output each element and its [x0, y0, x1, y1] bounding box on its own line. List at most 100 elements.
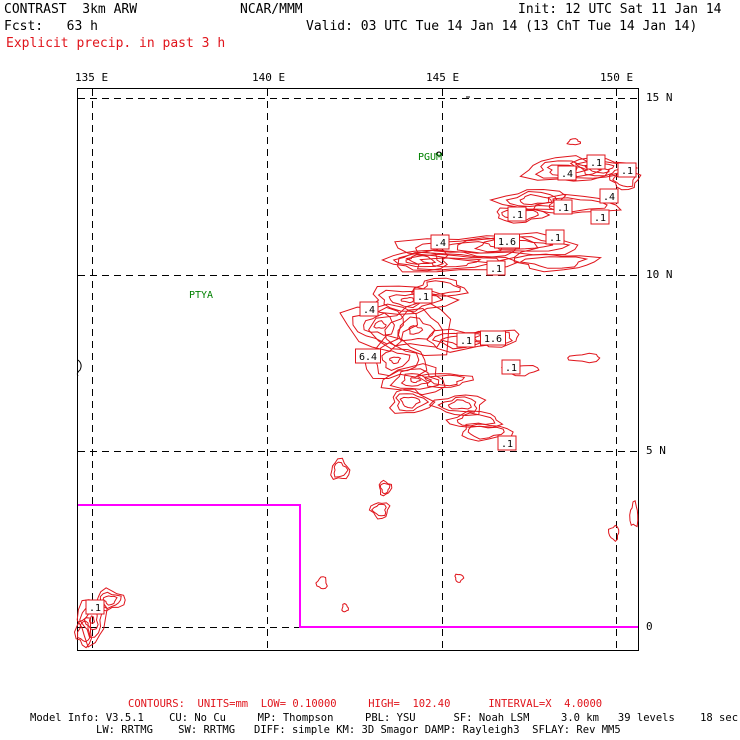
precip-contour: [341, 603, 349, 613]
contour-value-label: .1: [590, 209, 610, 225]
precip-contour: [419, 257, 482, 268]
contour-value-label: 6.4: [355, 348, 381, 364]
contour-value-label: .1: [85, 599, 105, 615]
precip-contour: [389, 368, 440, 390]
lat-label-15n: 15 N: [646, 91, 673, 104]
svg-text:.1: .1: [505, 363, 517, 374]
contour-value-label: .1: [501, 359, 521, 375]
contour-value-label: .1: [497, 435, 517, 451]
precip-contour: [88, 615, 96, 624]
precip-contour: [388, 388, 436, 414]
domain-boundary: [78, 504, 638, 628]
svg-text:.1: .1: [417, 292, 429, 303]
precip-contour: [548, 197, 608, 214]
map-frame: [77, 88, 639, 651]
precip-contour: [400, 296, 415, 304]
precip-contour: [409, 377, 422, 384]
org-label: NCAR/MMM: [240, 2, 303, 17]
model-info-line-1: Model Info: V3.5.1 CU: No Cu MP: Thompso…: [30, 712, 739, 724]
precip-contour: [405, 254, 437, 265]
precip-contour: [380, 363, 446, 396]
svg-text:.1: .1: [549, 233, 561, 244]
forecast-hour: Fcst: 63 h: [4, 19, 98, 34]
precip-contour: [501, 209, 539, 222]
lon-label-135: 135 E: [75, 71, 109, 84]
svg-text:6.4: 6.4: [359, 352, 377, 363]
lat-label-5n: 5 N: [646, 444, 666, 457]
contour-value-label: 1.6: [494, 233, 520, 249]
precip-contour: [102, 595, 118, 606]
svg-text:.1: .1: [490, 264, 502, 275]
lat-label-10n: 10 N: [646, 268, 673, 281]
precip-contour: [373, 320, 387, 329]
precip-contour: [420, 280, 461, 296]
contour-value-label: .4: [359, 301, 379, 317]
contour-label-layer: .1 .4 .1 .4 .1 .1 .1 .4 1.6 .1 .1 .1 .4 .1 1.6 6.4 .1 .1.…: [85, 154, 637, 615]
contour-value-label: .1: [486, 260, 506, 276]
svg-text:.1: .1: [511, 210, 523, 221]
contour-value-label: 1.6: [480, 330, 506, 346]
svg-text:.4: .4: [561, 169, 573, 180]
contour-value-label: .4: [430, 234, 450, 250]
contour-value-label: .1: [413, 288, 433, 304]
precip-contour: [416, 373, 475, 389]
precip-contour: [392, 251, 445, 268]
precip-contour: [408, 325, 424, 335]
precip-contour: [333, 461, 349, 478]
precip-contour: [389, 356, 402, 365]
precip-contour: [447, 399, 472, 410]
lon-label-150: 150 E: [600, 71, 634, 84]
precip-contour: [513, 253, 603, 273]
precip-contour: [629, 500, 639, 528]
svg-text:1.6: 1.6: [484, 334, 502, 345]
precip-contour: [461, 422, 514, 442]
precip-contour: [607, 524, 620, 542]
precip-contour: [405, 253, 501, 271]
contour-value-label: .1: [456, 332, 476, 348]
precip-contour: [339, 303, 419, 352]
precip-contour: [352, 306, 404, 345]
svg-text:.1: .1: [557, 203, 569, 214]
precip-contour: [378, 479, 393, 497]
model-name: CONTRAST 3km ARW: [4, 2, 138, 17]
contour-value-label: .1: [553, 199, 573, 215]
precip-contour: [379, 482, 391, 495]
precip-contour: [381, 350, 411, 372]
precip-contour: [330, 457, 351, 480]
valid-time: Valid: 03 UTC Tue 14 Jan 14 (13 ChT Tue …: [306, 19, 698, 34]
coastlines: [76, 96, 470, 377]
svg-text:.4: .4: [363, 305, 375, 316]
precip-contour: [574, 161, 626, 177]
field-title: Explicit precip. in past 3 h: [6, 36, 226, 51]
contour-value-label: .1: [617, 162, 637, 178]
svg-text:.4: .4: [434, 238, 446, 249]
grid-lines: [78, 89, 638, 650]
lat-label-0: 0: [646, 620, 653, 633]
precip-contour: [454, 573, 465, 583]
lon-label-140: 140 E: [252, 71, 286, 84]
contour-value-label: .4: [599, 188, 619, 204]
precip-contour: [395, 393, 430, 412]
precip-contour: [473, 236, 571, 253]
precip-contour: [384, 307, 444, 348]
precip-contour: [410, 277, 470, 297]
precip-contour: [567, 352, 601, 364]
precip-contour: [397, 316, 436, 342]
precip-contour: [437, 396, 478, 413]
svg-text:.1: .1: [89, 603, 101, 614]
station-pgum: PGUM: [418, 152, 443, 163]
init-time: Init: 12 UTC Sat 11 Jan 14: [518, 2, 722, 17]
model-info-line-2: LW: RRTMG SW: RRTMG DIFF: simple KM: 3D …: [96, 724, 621, 736]
precip-contour: [445, 410, 504, 428]
precip-contour: [428, 394, 487, 417]
precip-contour: [367, 300, 452, 357]
precip-contour: [370, 503, 387, 517]
precip-contour: [505, 190, 564, 208]
contour-value-label: .1: [586, 154, 606, 170]
precip-contour: [397, 249, 520, 273]
precip-contour: [496, 207, 551, 224]
precip-contour: [566, 138, 582, 146]
svg-text:.1: .1: [594, 213, 606, 224]
precip-contour: [519, 155, 610, 182]
